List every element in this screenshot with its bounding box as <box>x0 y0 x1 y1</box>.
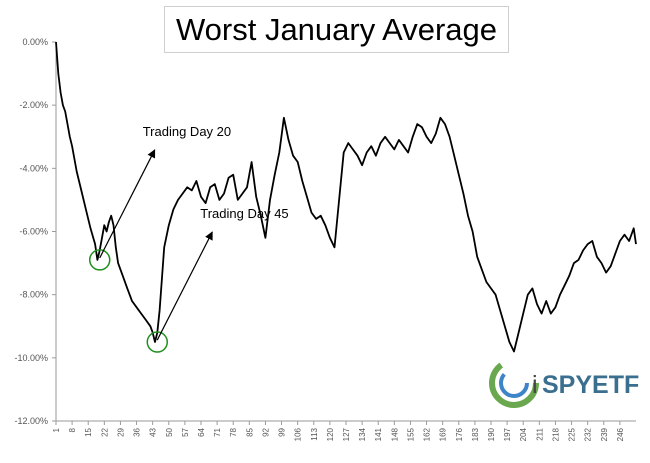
x-tick-label: 120 <box>326 427 335 441</box>
x-tick-label: 64 <box>197 427 206 436</box>
x-tick-label: 225 <box>568 427 577 441</box>
x-tick-label: 106 <box>294 427 303 441</box>
x-tick-label: 155 <box>406 427 415 441</box>
chart-title: Worst January Average <box>175 11 498 47</box>
x-tick-label: 85 <box>245 427 254 436</box>
x-tick-label: 183 <box>471 427 480 441</box>
x-tick-label: 232 <box>584 427 593 441</box>
x-tick-label: 50 <box>165 427 174 436</box>
annotation-circle <box>88 249 111 271</box>
x-tick-label: 218 <box>551 427 560 441</box>
logo-swirl-icon <box>489 358 539 408</box>
x-tick-label: 190 <box>487 427 496 441</box>
x-tick-label: 92 <box>261 427 270 436</box>
x-tick-label: 43 <box>149 427 158 436</box>
annotations: Trading Day 20 Trading Day 45 <box>88 124 289 353</box>
x-tick-label: 246 <box>616 427 625 441</box>
x-tick-label: 8 <box>68 427 77 432</box>
y-tick-label: -8.00% <box>19 290 48 300</box>
x-tick-label: 36 <box>133 427 142 436</box>
annotation-arrow <box>99 149 156 259</box>
x-tick-label: 127 <box>342 427 351 441</box>
x-tick-label: 113 <box>310 427 319 440</box>
y-tick-label: -2.00% <box>19 100 48 110</box>
annotation-arrow <box>156 231 213 341</box>
y-tick-label: -4.00% <box>19 163 48 173</box>
x-tick-label: 134 <box>358 427 367 441</box>
annotation-label: Trading Day 45 <box>200 206 288 221</box>
logo-brand: SPYETF <box>542 371 639 399</box>
y-tick-label: -6.00% <box>19 227 48 237</box>
x-tick-label: 141 <box>374 427 383 441</box>
logo-prefix: i <box>532 371 538 399</box>
x-tick-label: 169 <box>439 427 448 441</box>
x-tick-label: 197 <box>503 427 512 441</box>
series-line <box>55 41 637 353</box>
x-tick-label: 162 <box>423 427 432 441</box>
x-tick-label: 57 <box>181 427 190 436</box>
x-tick-label: 29 <box>116 427 125 436</box>
x-tick-label: 15 <box>84 427 93 436</box>
x-tick-label: 204 <box>519 427 528 441</box>
x-tick-label: 71 <box>213 427 222 436</box>
annotation-label: Trading Day 20 <box>143 124 231 139</box>
x-tick-label: 1 <box>52 427 61 432</box>
annotation-circle <box>146 331 169 353</box>
y-tick-label: -10.00% <box>14 353 48 363</box>
x-tick-label: 239 <box>600 427 609 441</box>
logo-swirl-inner-icon <box>499 368 529 398</box>
x-axis: 1 8 15 22 29 36 43 50 57 64 71 78 85 92 99 106 113 120 127… <box>52 420 636 441</box>
x-tick-label: 78 <box>229 427 238 436</box>
x-tick-label: 176 <box>455 427 464 441</box>
chart-title-box: Worst January Average <box>164 6 509 53</box>
x-tick-label: 99 <box>278 427 287 436</box>
y-tick-label: -12.00% <box>14 416 48 426</box>
x-tick-label: 211 <box>535 427 544 440</box>
series-group <box>55 41 637 353</box>
y-axis: 0.00% -2.00% -4.00% -6.00% -8.00% -10.00% -12.… <box>14 37 57 426</box>
ispyetf-logo: i SPYETF <box>489 358 639 408</box>
x-tick-label: 22 <box>100 427 109 436</box>
y-tick-label: 0.00% <box>22 37 48 47</box>
x-tick-label: 148 <box>390 427 399 441</box>
